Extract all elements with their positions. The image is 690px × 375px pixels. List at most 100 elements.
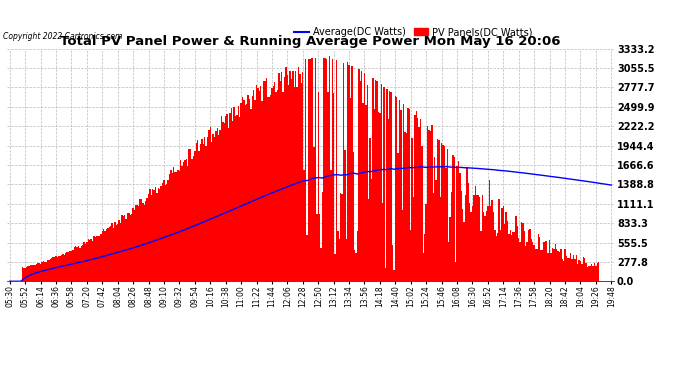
- Bar: [50, 259, 51, 281]
- Bar: [240, 104, 241, 281]
- Bar: [465, 195, 466, 281]
- Bar: [92, 241, 93, 281]
- Bar: [509, 234, 510, 281]
- Bar: [402, 210, 403, 281]
- Bar: [368, 199, 369, 281]
- Bar: [166, 184, 168, 281]
- Bar: [239, 117, 240, 281]
- Bar: [500, 230, 501, 281]
- Bar: [413, 197, 414, 281]
- Bar: [415, 111, 417, 281]
- Bar: [434, 158, 435, 281]
- Bar: [277, 90, 278, 281]
- Bar: [411, 138, 413, 281]
- Bar: [526, 242, 528, 281]
- Bar: [281, 72, 282, 281]
- Bar: [529, 230, 531, 281]
- Bar: [155, 188, 156, 281]
- Bar: [502, 206, 504, 281]
- Bar: [208, 130, 210, 281]
- Bar: [369, 138, 371, 281]
- Bar: [111, 224, 112, 281]
- Bar: [39, 263, 40, 281]
- Bar: [145, 201, 146, 281]
- Bar: [275, 92, 277, 281]
- Bar: [433, 193, 434, 281]
- Text: Copyright 2022 Cartronics.com: Copyright 2022 Cartronics.com: [3, 32, 123, 41]
- Bar: [479, 196, 480, 281]
- Bar: [361, 71, 362, 281]
- Bar: [375, 80, 377, 281]
- Bar: [324, 58, 326, 281]
- Bar: [249, 99, 250, 281]
- Bar: [114, 222, 116, 281]
- Bar: [58, 256, 59, 281]
- Bar: [595, 266, 597, 281]
- Bar: [408, 110, 410, 281]
- Bar: [72, 250, 74, 281]
- Bar: [498, 199, 500, 281]
- Bar: [476, 195, 477, 281]
- Bar: [564, 249, 566, 281]
- Bar: [418, 128, 420, 281]
- Bar: [217, 128, 218, 281]
- Bar: [23, 268, 24, 281]
- Bar: [101, 231, 103, 281]
- Bar: [52, 257, 54, 281]
- Bar: [256, 85, 257, 281]
- Bar: [26, 267, 27, 281]
- Bar: [585, 263, 586, 281]
- Bar: [263, 81, 264, 281]
- Bar: [173, 167, 175, 281]
- Bar: [511, 235, 513, 281]
- Bar: [464, 222, 465, 281]
- Bar: [186, 159, 187, 281]
- Bar: [558, 251, 559, 281]
- Bar: [358, 69, 359, 281]
- Bar: [567, 258, 569, 281]
- Bar: [301, 83, 302, 281]
- Bar: [497, 233, 498, 281]
- Bar: [365, 105, 366, 281]
- Bar: [326, 58, 327, 281]
- Bar: [187, 166, 188, 281]
- Bar: [444, 146, 445, 281]
- Bar: [404, 132, 406, 281]
- Bar: [544, 242, 546, 281]
- Bar: [121, 216, 123, 281]
- Bar: [43, 261, 44, 281]
- Bar: [219, 130, 221, 281]
- Bar: [468, 183, 469, 281]
- Bar: [494, 230, 495, 281]
- Bar: [213, 134, 214, 281]
- Bar: [371, 179, 372, 281]
- Bar: [335, 254, 336, 281]
- Bar: [255, 100, 256, 281]
- Bar: [514, 232, 515, 281]
- Bar: [542, 250, 543, 281]
- Bar: [273, 86, 274, 281]
- Bar: [384, 87, 385, 281]
- Bar: [328, 56, 330, 281]
- Bar: [373, 110, 375, 281]
- Bar: [452, 155, 453, 281]
- Bar: [139, 200, 141, 281]
- Bar: [181, 166, 183, 281]
- Bar: [262, 101, 263, 281]
- Bar: [403, 104, 404, 281]
- Bar: [142, 202, 144, 281]
- Bar: [592, 266, 594, 281]
- Bar: [466, 166, 468, 281]
- Bar: [90, 239, 92, 281]
- Bar: [232, 122, 233, 281]
- Bar: [471, 213, 472, 281]
- Bar: [252, 96, 253, 281]
- Bar: [123, 216, 124, 281]
- Bar: [348, 64, 350, 281]
- Bar: [197, 140, 198, 281]
- Bar: [456, 166, 457, 281]
- Bar: [159, 189, 161, 281]
- Bar: [330, 170, 331, 281]
- Bar: [237, 106, 239, 281]
- Bar: [575, 255, 577, 281]
